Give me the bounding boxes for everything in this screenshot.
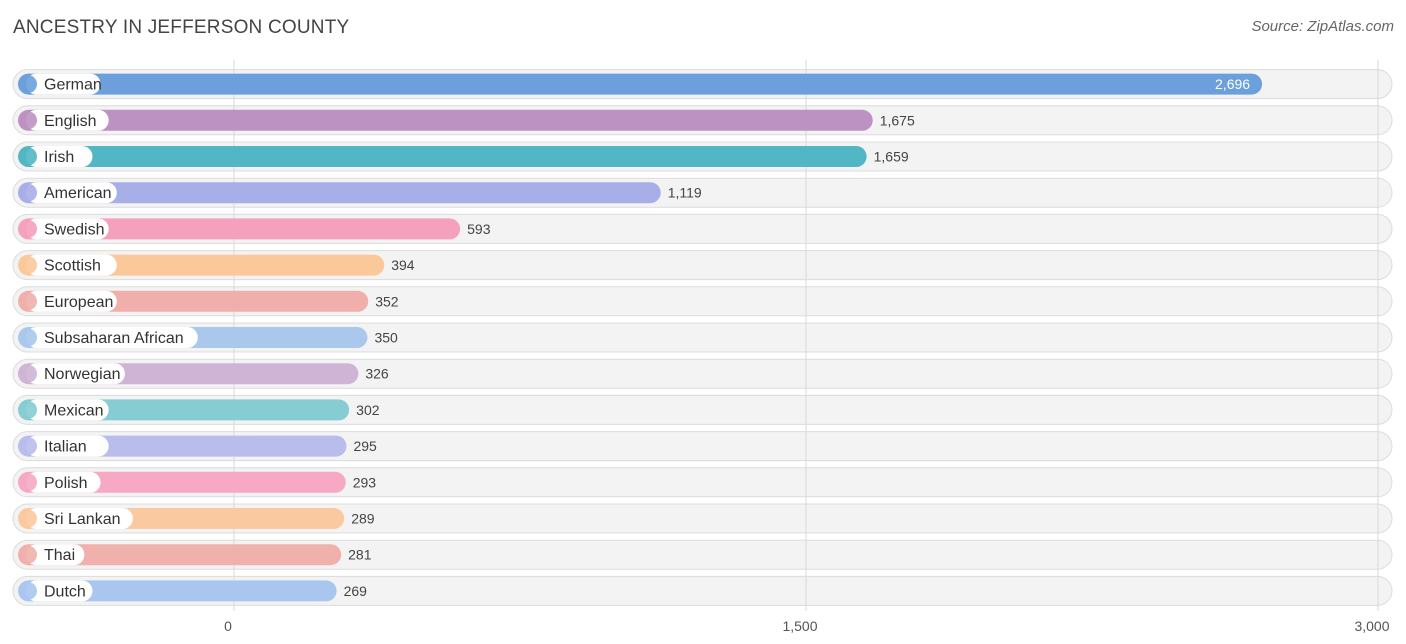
category-pill (26, 399, 109, 421)
value-label: 1,659 (874, 149, 909, 165)
category-label: Italian (44, 439, 87, 456)
bar (18, 146, 867, 167)
category-pill (26, 146, 93, 167)
value-label: 289 (351, 511, 375, 527)
bar-row: Polish 293 (18, 471, 377, 493)
category-dot (19, 256, 37, 275)
category-label: German (44, 77, 102, 94)
bar (18, 471, 346, 493)
row-track (12, 358, 1393, 389)
source-label: Source: ZipAtlas.com (1251, 18, 1394, 35)
bar (18, 580, 337, 602)
x-tick-label: 0 (224, 618, 232, 634)
category-label: Scottish (44, 258, 101, 275)
bar-row: German 2,696 (18, 73, 1263, 95)
value-label: 593 (467, 221, 491, 237)
category-label: Thai (44, 547, 75, 564)
category-dot (19, 328, 37, 347)
row-track (12, 539, 1393, 570)
category-label: European (44, 294, 113, 311)
category-label: Irish (44, 149, 74, 166)
bar (18, 218, 461, 240)
category-dot (19, 292, 37, 311)
category-label: Mexican (44, 402, 104, 419)
value-label: 281 (348, 547, 372, 563)
category-dot (19, 75, 37, 94)
category-label: English (44, 113, 96, 130)
bars: German 2,696 English 1,675 Irish 1,659 America… (18, 73, 1263, 602)
category-dot (19, 400, 37, 419)
value-label: 326 (365, 366, 389, 382)
category-pill (26, 290, 117, 312)
category-label: Subsaharan African (44, 330, 184, 347)
x-tick-label: 3,000 (1354, 618, 1389, 634)
category-pill (26, 544, 85, 566)
category-label: Sri Lankan (44, 511, 121, 528)
bar-row: Scottish 394 (18, 254, 415, 276)
category-dot (19, 509, 37, 528)
category-pill (26, 435, 109, 457)
category-label: Polish (44, 475, 88, 492)
row-track (12, 575, 1393, 606)
category-pill (26, 182, 117, 204)
value-label: 394 (391, 257, 415, 273)
category-pill (26, 73, 101, 95)
value-label: 2,696 (1215, 76, 1250, 92)
bar-row: Italian 295 (18, 435, 377, 457)
category-label: Dutch (44, 583, 86, 600)
category-pill (26, 218, 109, 240)
row-track (12, 467, 1393, 498)
category-pill (26, 109, 109, 131)
x-tick-label: 1,500 (782, 618, 817, 634)
bar (18, 182, 661, 204)
category-dot (19, 147, 37, 166)
category-pill (26, 471, 101, 493)
category-dot (19, 581, 37, 600)
category-dot (19, 183, 37, 202)
value-label: 1,675 (880, 112, 915, 128)
category-dot (19, 219, 37, 238)
value-label: 269 (344, 583, 368, 599)
bar-row: Subsaharan African 350 (18, 327, 398, 348)
value-label: 350 (374, 330, 398, 346)
value-label: 295 (353, 438, 377, 454)
value-label: 302 (356, 402, 380, 418)
category-dot (19, 364, 37, 383)
bar (18, 544, 342, 566)
category-pill (26, 580, 93, 602)
category-pill (26, 254, 117, 276)
bar-row: Thai 281 (18, 544, 372, 566)
category-dot (19, 473, 37, 492)
category-pill (26, 327, 198, 348)
bar-row: Sri Lankan 289 (18, 508, 375, 529)
category-dot (19, 545, 37, 564)
bar-row: Irish 1,659 (18, 146, 909, 167)
bar-row: American 1,119 (18, 182, 702, 204)
category-label: Swedish (44, 221, 104, 238)
bar-row: English 1,675 (18, 109, 915, 131)
category-label: American (44, 185, 112, 202)
value-label: 352 (375, 293, 399, 309)
bar-row: Swedish 593 (18, 218, 491, 240)
bar (18, 109, 873, 131)
category-dot (19, 111, 37, 130)
value-label: 1,119 (668, 185, 702, 201)
row-track (12, 503, 1393, 534)
category-label: Norwegian (44, 366, 120, 383)
bar-row: Norwegian 326 (18, 363, 389, 385)
bar (18, 73, 1263, 95)
chart-title: ANCESTRY IN JEFFERSON COUNTY (13, 17, 350, 38)
category-pill (26, 508, 133, 529)
category-pill (26, 363, 125, 385)
bar-row: European 352 (18, 290, 399, 312)
row-track (12, 394, 1393, 425)
bar-row: Dutch 269 (18, 580, 368, 602)
bar-row: Mexican 302 (18, 399, 380, 421)
value-label: 293 (353, 474, 377, 490)
row-track (12, 431, 1393, 462)
category-dot (19, 437, 37, 456)
